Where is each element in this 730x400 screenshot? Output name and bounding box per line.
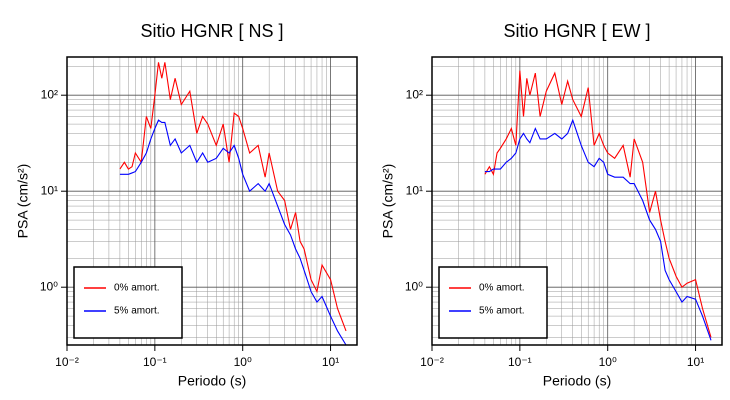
x-tick-label: 10⁰ [599, 355, 617, 369]
series-line [484, 70, 712, 338]
y-axis-label: PSA (cm/s²) [15, 164, 31, 239]
chart-title: Sitio HGNR [ NS ] [140, 21, 283, 41]
panel: 10⁻² 10⁻¹ 10⁰ 10¹ 10⁰ 10¹ 10² Sitio HGNR [ EW ]… [380, 21, 723, 389]
legend-label: 5% amort. [479, 306, 525, 317]
legend-label: 0% amort. [114, 283, 160, 294]
y-axis-label: PSA (cm/s²) [380, 164, 396, 239]
plot-frame [66, 56, 358, 346]
series-line [119, 119, 347, 346]
x-axis-label: Periodo (s) [543, 373, 611, 389]
y-tick-label: 10¹ [41, 183, 58, 197]
y-tick-label: 10⁰ [405, 279, 423, 293]
x-tick-label: 10⁻² [420, 355, 444, 369]
x-tick-label: 10⁻¹ [143, 355, 167, 369]
series-line [119, 62, 347, 332]
legend-box [438, 266, 548, 339]
legend-label: 0% amort. [479, 283, 525, 294]
x-tick-label: 10⁻¹ [508, 355, 532, 369]
y-tick-label: 10⁰ [40, 279, 58, 293]
panel: 10⁻² 10⁻¹ 10⁰ 10¹ 10⁰ 10¹ 10² Sitio HGNR [ NS ]… [15, 21, 358, 389]
x-tick-label: 10⁰ [234, 355, 252, 369]
x-tick-label: 10¹ [687, 355, 704, 369]
plot-frame [431, 56, 723, 346]
legend-box [73, 266, 183, 339]
y-tick-label: 10² [41, 87, 58, 101]
x-axis-label: Periodo (s) [178, 373, 246, 389]
x-tick-label: 10¹ [322, 355, 339, 369]
x-tick-label: 10⁻² [55, 355, 79, 369]
y-tick-label: 10² [406, 87, 423, 101]
chart-title: Sitio HGNR [ EW ] [503, 21, 650, 41]
series-line [484, 118, 712, 341]
legend-label: 5% amort. [114, 306, 160, 317]
y-tick-label: 10¹ [406, 183, 423, 197]
